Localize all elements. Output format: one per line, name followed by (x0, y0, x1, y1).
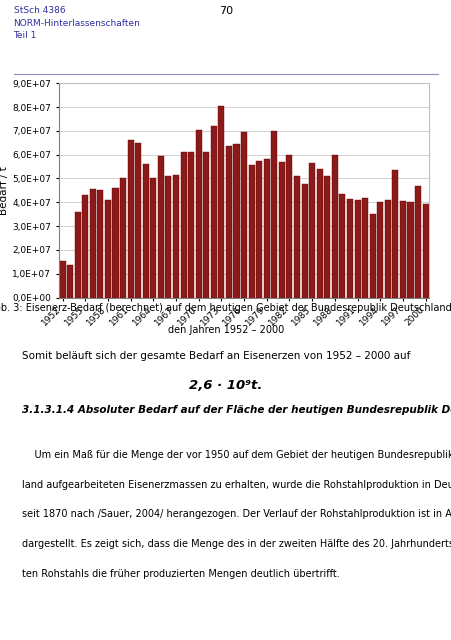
Bar (218, 106, 224, 298)
Bar (173, 175, 179, 298)
Bar (188, 152, 194, 298)
Bar (323, 176, 330, 298)
Bar (165, 176, 171, 298)
Bar (248, 165, 254, 298)
Bar (271, 131, 277, 298)
Text: den Jahren 1952 – 2000: den Jahren 1952 – 2000 (167, 325, 284, 335)
Bar (210, 126, 216, 298)
Bar (97, 190, 103, 298)
Text: Um ein Maß für die Menge der vor 1950 auf dem Gebiet der heutigen Bundesrepublik: Um ein Maß für die Menge der vor 1950 au… (22, 450, 451, 460)
Text: StSch 4386
NORM-Hinterlassenschaften
Teil 1: StSch 4386 NORM-Hinterlassenschaften Tei… (14, 6, 140, 40)
Text: Somit beläuft sich der gesamte Bedarf an Eisenerzen von 1952 – 2000 auf: Somit beläuft sich der gesamte Bedarf an… (22, 351, 410, 361)
Bar (67, 266, 73, 298)
Bar (369, 214, 375, 298)
Bar (240, 132, 247, 298)
Text: 70: 70 (218, 6, 233, 16)
Bar (157, 156, 164, 298)
Bar (301, 184, 307, 298)
Bar (112, 188, 118, 298)
Bar (74, 212, 81, 298)
Bar (263, 159, 269, 298)
Bar (90, 189, 96, 298)
Text: dargestellt. Es zeigt sich, dass die Menge des in der zweiten Hälfte des 20. Jah: dargestellt. Es zeigt sich, dass die Men… (22, 539, 451, 549)
Bar (384, 200, 390, 298)
Bar (331, 155, 337, 298)
Bar (406, 202, 413, 298)
Bar (105, 200, 110, 298)
Bar (150, 179, 156, 298)
Bar (256, 161, 262, 298)
Text: seit 1870 nach /Sauer, 2004/ herangezogen. Der Verlauf der Rohstahlproduktion is: seit 1870 nach /Sauer, 2004/ herangezoge… (22, 509, 451, 519)
Bar (377, 202, 382, 298)
Bar (180, 152, 186, 298)
Bar (135, 143, 141, 298)
Text: Abb. 3: Eisenerz-Bedarf (berechnet) auf dem heutigen Gebiet der Bundesrepublik D: Abb. 3: Eisenerz-Bedarf (berechnet) auf … (0, 303, 451, 313)
Y-axis label: Bedarf / t: Bedarf / t (0, 166, 9, 215)
Bar (226, 147, 231, 298)
Bar (278, 162, 284, 298)
Bar (293, 176, 299, 298)
Bar (195, 130, 201, 298)
Bar (143, 164, 148, 298)
Bar (399, 201, 405, 298)
Bar (316, 169, 322, 298)
Text: land aufgearbeiteten Eisenerzmassen zu erhalten, wurde die Rohstahlproduktion in: land aufgearbeiteten Eisenerzmassen zu e… (22, 479, 451, 490)
Text: 2,6 · 10⁹t.: 2,6 · 10⁹t. (189, 379, 262, 392)
Bar (60, 260, 65, 298)
Bar (391, 170, 397, 298)
Bar (361, 198, 367, 298)
Bar (354, 200, 360, 298)
Bar (308, 163, 314, 298)
Bar (233, 144, 239, 298)
Bar (339, 194, 345, 298)
Bar (82, 195, 88, 298)
Text: ten Rohstahls die früher produzierten Mengen deutlich übertrifft.: ten Rohstahls die früher produzierten Me… (22, 568, 339, 579)
Bar (127, 140, 133, 298)
Bar (422, 204, 428, 298)
Text: 3.1.3.1.4 Absoluter Bedarf auf der Fläche der heutigen Bundesrepublik Deutschlan: 3.1.3.1.4 Absoluter Bedarf auf der Fläch… (22, 404, 451, 415)
Bar (414, 186, 420, 298)
Bar (203, 152, 209, 298)
Bar (286, 155, 292, 298)
Bar (120, 179, 126, 298)
Bar (346, 199, 352, 298)
